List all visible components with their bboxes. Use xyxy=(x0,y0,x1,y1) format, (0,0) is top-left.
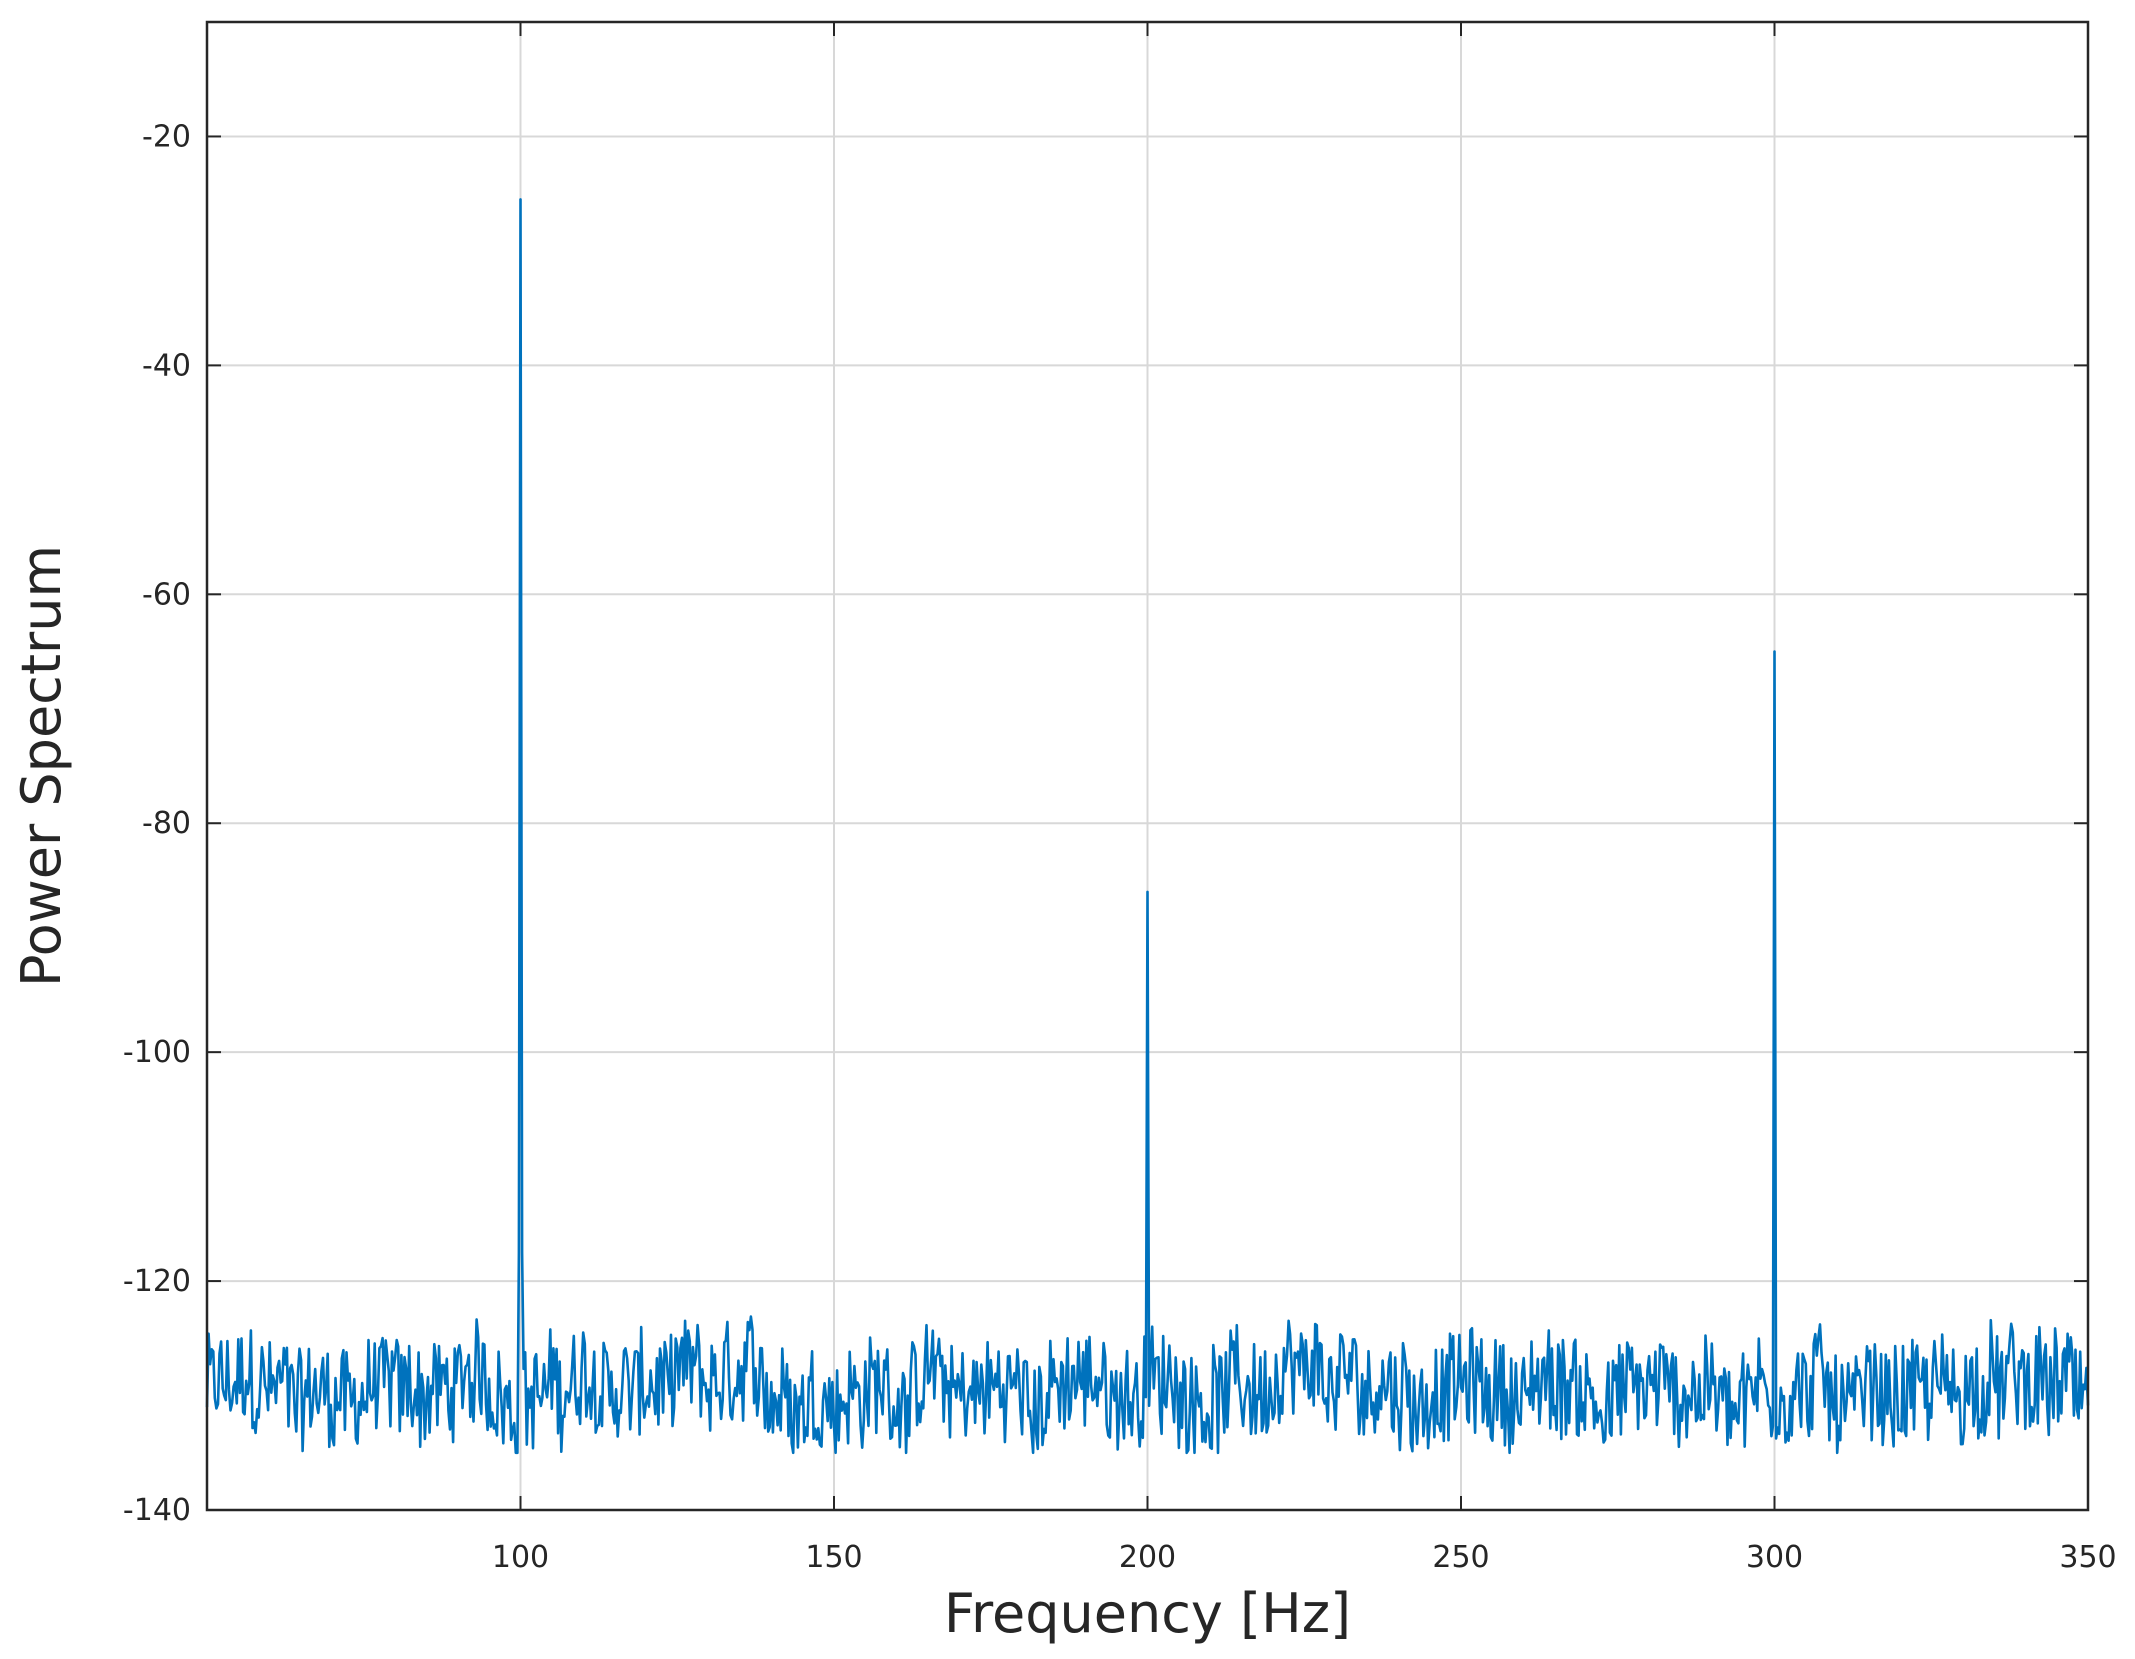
x-tick-label: 350 xyxy=(2059,1540,2116,1575)
y-tick-label: -20 xyxy=(142,119,191,154)
y-axis-label: Power Spectrum xyxy=(10,545,73,987)
x-tick-labels: 100 150 200 250 300 350 xyxy=(492,1540,2117,1575)
x-tick-label: 300 xyxy=(1746,1540,1803,1575)
y-tick-label: -120 xyxy=(123,1264,191,1299)
y-tick-label: -40 xyxy=(142,348,191,383)
x-tick-label: 150 xyxy=(805,1540,862,1575)
y-tick-label: -60 xyxy=(142,577,191,612)
y-tick-label: -100 xyxy=(123,1035,191,1070)
x-tick-label: 250 xyxy=(1432,1540,1489,1575)
x-axis-label: Frequency [Hz] xyxy=(944,1582,1351,1645)
y-tick-labels: -20 -40 -60 -80 -100 -120 -140 xyxy=(123,119,191,1528)
y-tick-label: -80 xyxy=(142,806,191,841)
x-tick-label: 200 xyxy=(1119,1540,1176,1575)
y-tick-label: -140 xyxy=(123,1493,191,1528)
x-tick-label: 100 xyxy=(492,1540,549,1575)
axis-ticks xyxy=(207,22,2089,1511)
spectrum-series xyxy=(205,198,2090,1455)
